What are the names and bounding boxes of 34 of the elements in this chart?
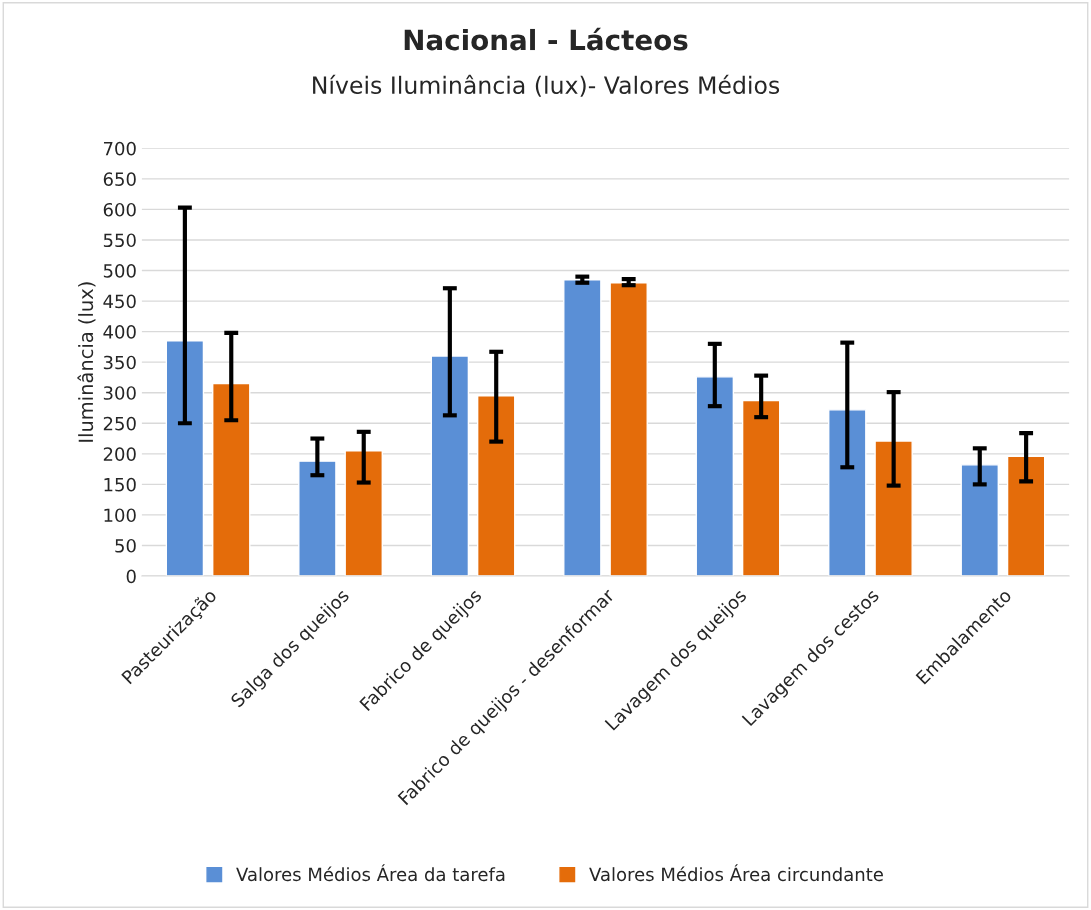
y-axis-title: Iluminância (lux) (77, 282, 96, 442)
bar (563, 278, 602, 577)
y-tick-label: 300 (103, 386, 136, 400)
bar (874, 440, 913, 577)
y-tick-label: 700 (103, 141, 136, 156)
bar (298, 460, 337, 577)
y-tick-label: 200 (103, 447, 136, 461)
legend-label: Valores Médios Área circundante (589, 864, 883, 882)
y-tick-label: 100 (104, 508, 136, 523)
y-tick-label: 650 (103, 172, 136, 186)
bar (430, 355, 470, 577)
bar (695, 376, 735, 577)
bar (960, 464, 999, 577)
legend-label: Valores Médios Área da tarefa (236, 864, 505, 882)
bar (476, 395, 516, 577)
bar (1006, 455, 1046, 577)
bar (609, 282, 648, 577)
y-tick-label: 600 (103, 202, 136, 217)
chart-title: Nacional - Lácteos (404, 27, 688, 51)
bar (212, 382, 251, 577)
y-tick-label: 150 (104, 477, 136, 492)
y-tick-label: 250 (103, 416, 136, 431)
y-tick-label: 50 (115, 538, 136, 553)
chart-subtitle: Níveis Iluminância (lux)- Valores Médios (313, 74, 780, 97)
y-tick-label: 350 (103, 355, 136, 370)
y-tick-label: 400 (103, 325, 136, 339)
y-tick-label: 450 (103, 294, 136, 309)
bar (344, 450, 383, 577)
bar (828, 409, 867, 577)
y-tick-label: 0 (126, 569, 136, 584)
bar (741, 399, 781, 577)
y-tick-label: 550 (103, 233, 136, 248)
bar (165, 340, 205, 577)
y-tick-label: 500 (103, 263, 136, 278)
